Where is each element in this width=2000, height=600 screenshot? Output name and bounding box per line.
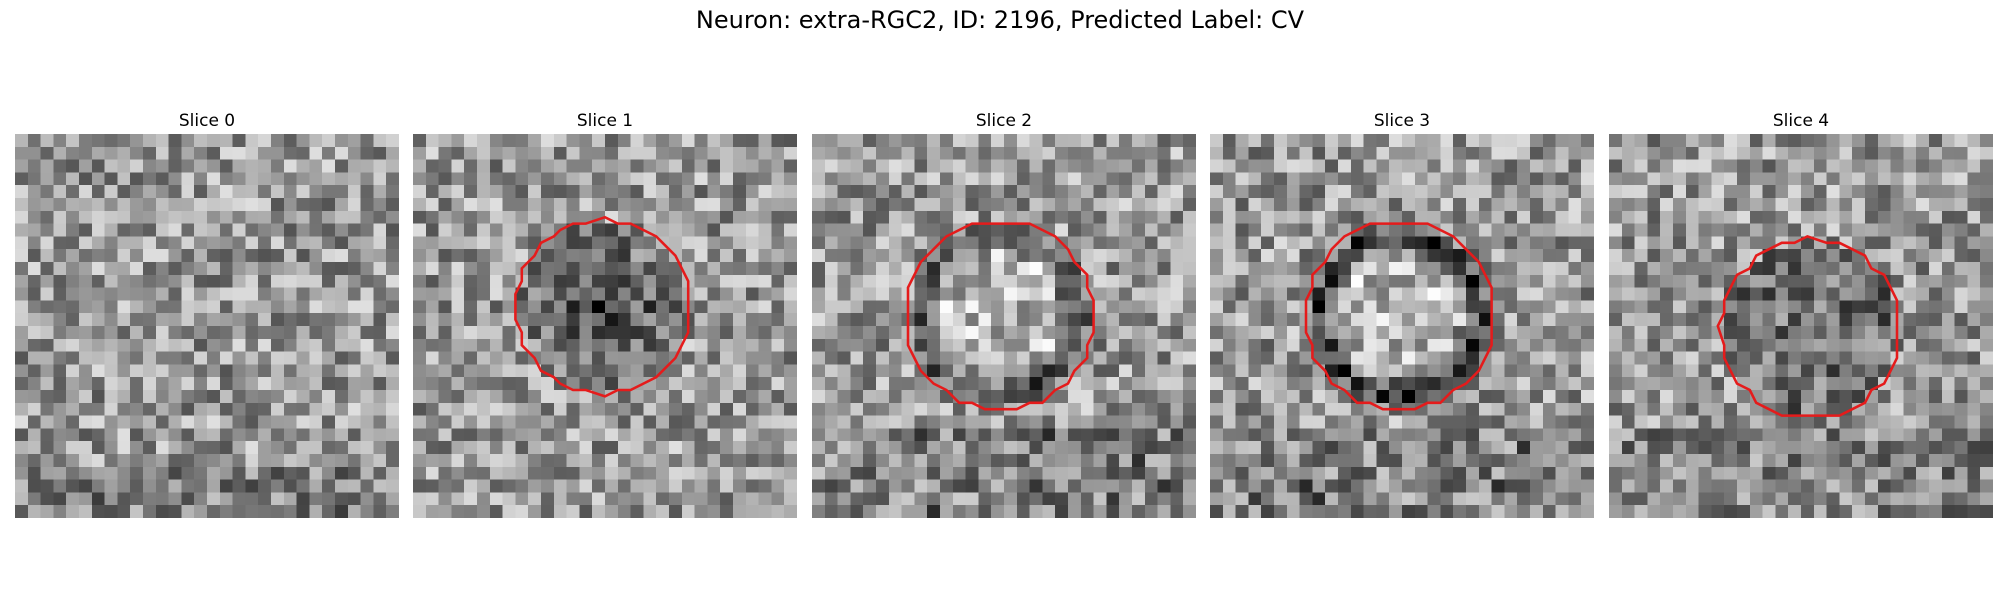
slice-panel: Slice 0 [15, 108, 399, 518]
contour-overlay [1716, 235, 1899, 417]
contour-line [906, 222, 1095, 411]
figure-title: Neuron: extra-RGC2, ID: 2196, Predicted … [695, 6, 1305, 34]
slice-title: Slice 3 [1373, 111, 1431, 131]
contour-overlay [906, 222, 1095, 411]
contour-overlay [15, 134, 399, 518]
slice-panel: Slice 2 [812, 108, 1196, 518]
slice-image [1609, 134, 1993, 518]
slice-title: Slice 2 [975, 111, 1033, 131]
slice-pixels [15, 134, 399, 518]
slice-panel: Slice 1 [413, 108, 797, 518]
contour-line [1716, 235, 1899, 417]
slice-image [15, 134, 399, 518]
slice-image [1210, 134, 1594, 518]
slice-image [812, 134, 1196, 518]
slice-pixels [413, 134, 797, 518]
slice-panel: Slice 3 [1210, 108, 1594, 518]
slice-pixels [1210, 134, 1594, 518]
slice-image [413, 134, 797, 518]
slice-pixels [812, 134, 1196, 518]
slice-panel: Slice 4 [1609, 108, 1993, 518]
slice-title: Slice 0 [178, 111, 236, 131]
contour-line [514, 215, 690, 398]
contour-line [1304, 222, 1493, 411]
contour-overlay [1304, 222, 1493, 411]
contour-overlay [514, 215, 690, 398]
slice-title: Slice 4 [1772, 111, 1830, 131]
slice-title: Slice 1 [576, 111, 634, 131]
slice-pixels [1609, 134, 1993, 518]
